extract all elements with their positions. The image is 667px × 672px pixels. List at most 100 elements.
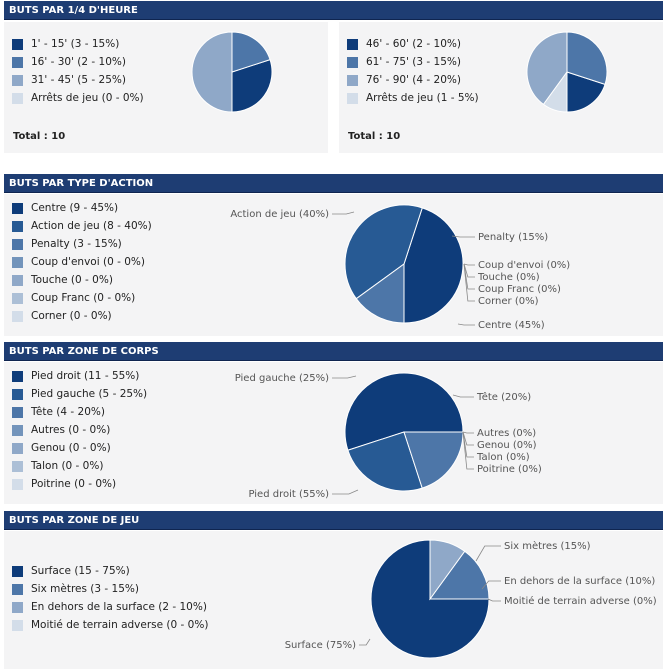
legend-label: Arrêts de jeu (0 - 0%): [31, 92, 144, 104]
legend-label: Pied droit (11 - 55%): [31, 370, 140, 382]
legend-swatch: [12, 274, 23, 286]
pie-slice-en-dehors-de-la-surface: [429, 539, 466, 601]
slice-label-surface: Surface (75%): [285, 640, 356, 651]
leader-line-touche: [463, 263, 475, 278]
legend-label: En dehors de la surface (2 - 10%): [31, 601, 207, 613]
legend-swatch: [12, 202, 23, 214]
legend-item-46-60: 46' - 60' (2 - 10%): [347, 35, 479, 53]
slice-label-genou: Genou (0%): [477, 440, 537, 451]
leader-line-penalty: [451, 235, 475, 238]
legend-action: Centre (9 - 45%) Action de jeu (8 - 40%) P…: [12, 199, 152, 325]
legend-swatch: [12, 619, 23, 631]
legend-item-coup-franc: Coup Franc (0 - 0%): [12, 289, 152, 307]
legend-item-touche: Touche (0 - 0%): [12, 271, 152, 289]
pie-chart-field: Surface (75%) Six mètres (15%) En dehors d…: [285, 539, 657, 659]
slice-label-poitrine: Poitrine (0%): [477, 464, 542, 475]
chart-panel-body: Pied droit (11 - 55%) Pied gauche (5 - 25…: [4, 362, 663, 504]
legend-item-en-dehors-de-la-surface: En dehors de la surface (2 - 10%): [12, 598, 208, 616]
legend-field: Surface (15 - 75%) Six mètres (3 - 15%) En…: [12, 562, 208, 634]
legend-item-moitie-de-terrain-adverse: Moitié de terrain adverse (0 - 0%): [12, 616, 208, 634]
legend-label: Touche (0 - 0%): [31, 274, 113, 286]
legend-swatch: [12, 442, 23, 454]
legend-label: Pied gauche (5 - 25%): [31, 388, 148, 400]
legend-label: Surface (15 - 75%): [31, 565, 130, 577]
pie-slice-76-90: [526, 31, 568, 106]
leader-line-tete: [452, 394, 474, 398]
leader-line-en-dehors-de-la-surface: [481, 580, 501, 590]
legend-item-tete: Tête (4 - 20%): [12, 403, 147, 421]
pie-slice-six-metres: [429, 550, 490, 600]
legend-swatch: [347, 56, 358, 68]
leader-line-surface: [359, 638, 371, 646]
legend-label: Coup Franc (0 - 0%): [31, 292, 136, 304]
pie-slice-16-30: [231, 31, 271, 73]
leader-line-pied-droit: [332, 489, 359, 495]
legend-item-surface: Surface (15 - 75%): [12, 562, 208, 580]
legend-second-half: 46' - 60' (2 - 10%) 61' - 75' (3 - 15%) 76…: [347, 35, 479, 107]
chart-panel-action: Centre (9 - 45%) Action de jeu (8 - 40%) P…: [4, 194, 663, 336]
legend-item-corner: Corner (0 - 0%): [12, 307, 152, 325]
pie-slice-tete: [403, 431, 464, 489]
slice-label-six-metres: Six mètres (15%): [504, 540, 591, 552]
legend-item-arrets-de-jeu: Arrêts de jeu (0 - 0%): [12, 89, 144, 107]
leader-line-six-metres: [475, 545, 501, 562]
legend-swatch: [12, 424, 23, 436]
legend-label: Centre (9 - 45%): [31, 202, 119, 214]
legend-label: 1' - 15' (3 - 15%): [31, 38, 120, 50]
legend-item-76-90: 76' - 90' (4 - 20%): [347, 71, 479, 89]
legend-item-arrets-de-jeu: Arrêts de jeu (1 - 5%): [347, 89, 479, 107]
legend-label: Talon (0 - 0%): [31, 460, 104, 472]
legend-swatch: [12, 38, 23, 50]
slice-label-moitie-de-terrain-adverse: Moitié de terrain adverse (0%): [504, 595, 657, 607]
legend-item-16-30: 16' - 30' (2 - 10%): [12, 53, 144, 71]
pie-chart-action: Centre (45%) Action de jeu (40%) Penalty (…: [230, 204, 570, 331]
pie-slice-1-15: [231, 59, 273, 113]
pie-slice-surface: [370, 539, 490, 659]
legend-swatch: [12, 292, 23, 304]
slice-label-coup-franc: Coup Franc (0%): [478, 284, 561, 295]
legend-label: Poitrine (0 - 0%): [31, 478, 117, 490]
legend-swatch: [12, 388, 23, 400]
legend-item-six-metres: Six mètres (3 - 15%): [12, 580, 208, 598]
section-header-action: BUTS PAR TYPE D'ACTION: [4, 174, 663, 193]
pie-slice-action-de-jeu: [344, 204, 423, 300]
legend-item-action-de-jeu: Action de jeu (8 - 40%): [12, 217, 152, 235]
legend-item-talon: Talon (0 - 0%): [12, 457, 147, 475]
pie-chart-second-half: [526, 31, 608, 113]
legend-swatch: [12, 92, 23, 104]
legend-item-pied-droit: Pied droit (11 - 55%): [12, 367, 147, 385]
legend-label: Autres (0 - 0%): [31, 424, 111, 436]
pie-slice-penalty: [355, 263, 405, 324]
legend-swatch: [12, 74, 23, 86]
slice-label-pied-droit: Pied droit (55%): [248, 489, 329, 500]
slice-label-touche: Touche (0%): [477, 272, 540, 283]
leader-line-corner: [463, 263, 475, 302]
legend-item-autres: Autres (0 - 0%): [12, 421, 147, 439]
total-first-half: Total : 10: [13, 131, 66, 142]
legend-swatch: [12, 478, 23, 490]
legend-item-pied-gauche: Pied gauche (5 - 25%): [12, 385, 147, 403]
legend-item-coup-d-envoi: Coup d'envoi (0 - 0%): [12, 253, 152, 271]
legend-swatch: [12, 406, 23, 418]
legend-body: Pied droit (11 - 55%) Pied gauche (5 - 25…: [12, 367, 147, 493]
slice-label-penalty: Penalty (15%): [478, 232, 548, 243]
slice-label-tete: Tête (20%): [476, 391, 531, 403]
chart-panel-second-half: 46' - 60' (2 - 10%) 61' - 75' (3 - 15%) 76…: [339, 22, 663, 153]
chart-panel-first-half: 1' - 15' (3 - 15%) 16' - 30' (2 - 10%) 31'…: [4, 22, 328, 153]
legend-first-half: 1' - 15' (3 - 15%) 16' - 30' (2 - 10%) 31'…: [12, 35, 144, 107]
slice-label-pied-gauche: Pied gauche (25%): [235, 373, 329, 384]
pie-slice-31-45: [191, 31, 233, 113]
legend-item-1-15: 1' - 15' (3 - 15%): [12, 35, 144, 53]
legend-swatch: [347, 74, 358, 86]
legend-item-centre: Centre (9 - 45%): [12, 199, 152, 217]
leader-line-poitrine: [462, 431, 474, 470]
leader-line-action-de-jeu: [332, 211, 355, 215]
legend-item-31-45: 31' - 45' (5 - 25%): [12, 71, 144, 89]
legend-swatch: [12, 56, 23, 68]
legend-label: 61' - 75' (3 - 15%): [366, 56, 461, 68]
pie-slice-61-75: [566, 31, 608, 85]
pie-slice-pied-gauche: [347, 431, 423, 492]
leader-line-coup-d-envoi: [463, 263, 475, 266]
slice-label-autres: Autres (0%): [477, 428, 536, 439]
leader-line-centre: [457, 323, 475, 326]
